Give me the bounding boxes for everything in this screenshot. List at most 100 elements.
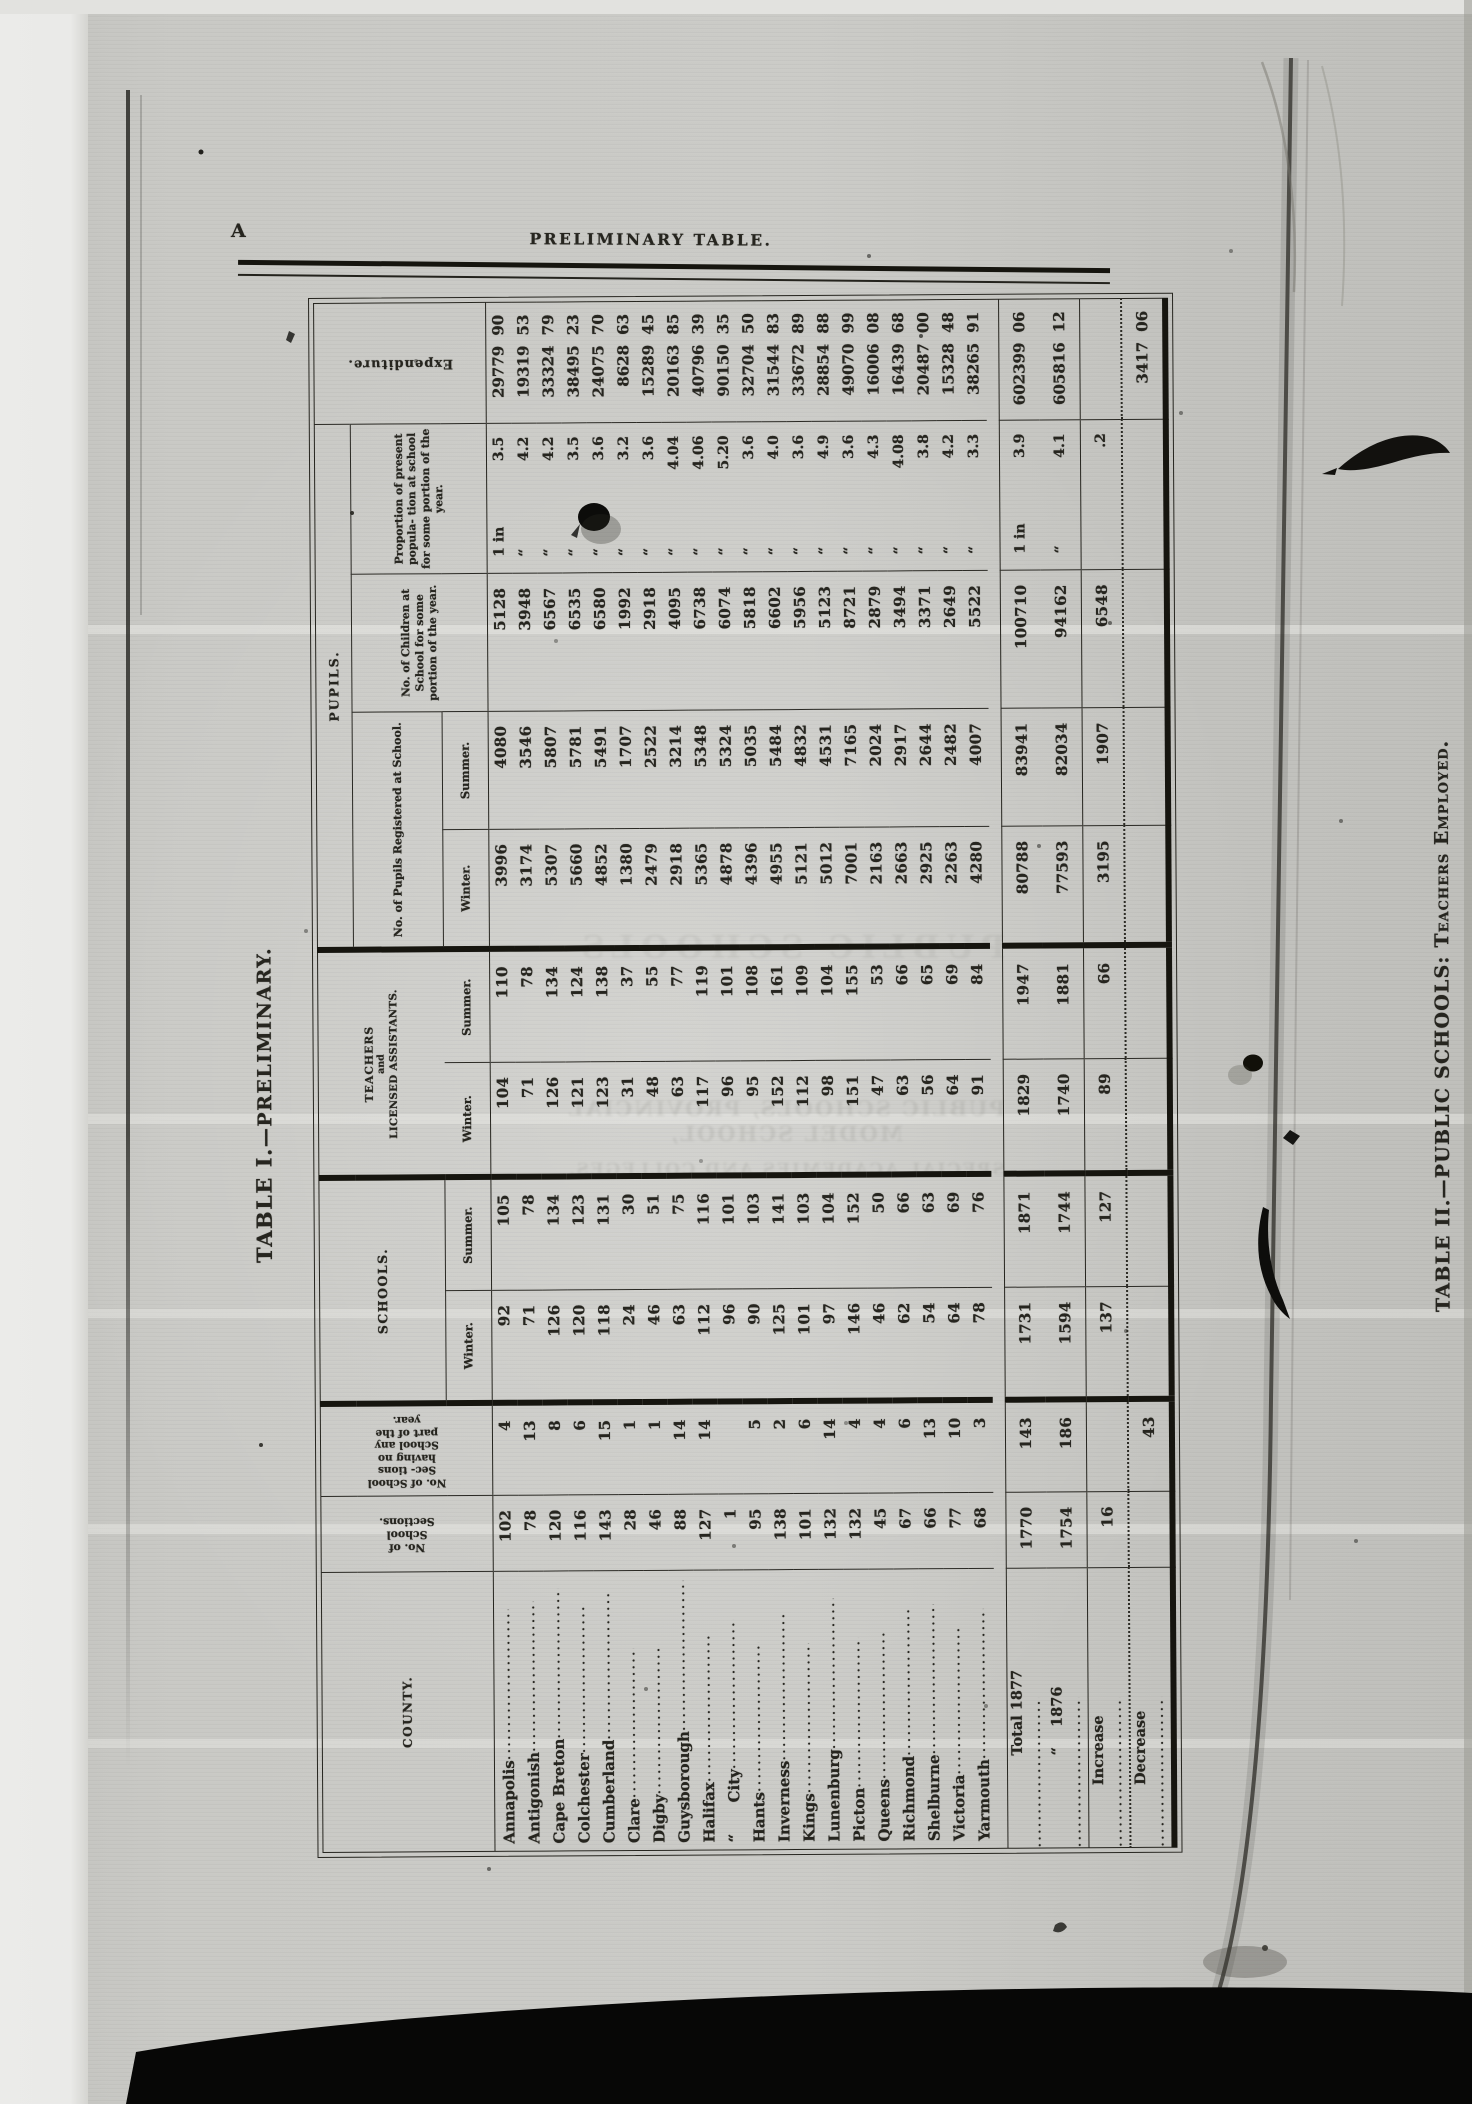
county-cell: Cape Breton bbox=[543, 1571, 570, 1851]
expenditure-cell: 15289 45 bbox=[635, 301, 662, 423]
expenditure-cell: 33672 89 bbox=[785, 300, 812, 422]
proportion-cell: “3.8 bbox=[911, 420, 938, 571]
teachers-summer-cell: 53 bbox=[864, 946, 891, 1061]
pupils-summer-cell: 2482 bbox=[938, 708, 964, 827]
schools-summer-cell bbox=[1126, 1173, 1172, 1287]
schools-winter-cell: 101 bbox=[791, 1288, 818, 1402]
pupils-summer-cell: 4832 bbox=[788, 709, 814, 828]
schools-winter-cell: 24 bbox=[616, 1289, 643, 1403]
pupils-summer-cell: 4531 bbox=[813, 709, 839, 828]
sections-cell: 1770 bbox=[1005, 1492, 1047, 1569]
sections-cell: 28 bbox=[617, 1494, 644, 1571]
pupils-winter-cell: 7001 bbox=[838, 827, 865, 948]
county-cell: Kings bbox=[793, 1569, 820, 1849]
schools-winter-cell: 62 bbox=[891, 1287, 918, 1401]
county-cell: Increase bbox=[1087, 1567, 1131, 1848]
teachers-winter-cell bbox=[1125, 1058, 1171, 1174]
schools-winter-cell: 90 bbox=[741, 1288, 768, 1402]
teachers-summer-cell: 155 bbox=[839, 947, 866, 1061]
schools-winter-cell: 78 bbox=[966, 1287, 993, 1401]
leader-dots bbox=[1026, 1698, 1045, 1848]
pupils-winter-cell: 5121 bbox=[788, 827, 815, 948]
sections-cell: 95 bbox=[742, 1493, 769, 1570]
county-cell: Picton bbox=[843, 1569, 870, 1849]
pupils-summer-cell: 5807 bbox=[538, 710, 564, 830]
children-cell: 3494 bbox=[887, 570, 914, 709]
table2-title-rest: —PUBLIC SCHOOLS: bbox=[1431, 947, 1455, 1199]
teachers-winter-cell: 96 bbox=[715, 1060, 741, 1177]
proportion-header: Proportion of present popula- tion at sc… bbox=[350, 423, 488, 575]
table-body: Annapolis 102 4 92 105 104 110 3996 4080… bbox=[485, 298, 1175, 1851]
county-cell: Hants bbox=[743, 1570, 770, 1850]
pupils-winter-cell: 4878 bbox=[713, 827, 740, 949]
pupils-winter-cell: 5365 bbox=[688, 828, 715, 949]
children-cell: 5956 bbox=[787, 571, 814, 710]
no-school-cell: 2 bbox=[767, 1401, 793, 1494]
expenditure-cell bbox=[1079, 298, 1122, 420]
teachers-winter-cell: 104 bbox=[490, 1062, 516, 1178]
schools-winter-cell: 118 bbox=[591, 1289, 618, 1403]
schools-winter-cell: 146 bbox=[841, 1288, 868, 1402]
children-cell: 6548 bbox=[1081, 569, 1124, 708]
sections-cell: 66 bbox=[917, 1492, 944, 1569]
children-cell: 5123 bbox=[812, 571, 839, 710]
leader-dots bbox=[645, 1644, 664, 1794]
sections-cell: 16 bbox=[1086, 1491, 1129, 1568]
pupils-summer-cell: 4080 bbox=[488, 711, 514, 830]
no-school-cell: 1 bbox=[617, 1402, 643, 1495]
county-cell: Decrease bbox=[1128, 1567, 1175, 1848]
children-cell: 3948 bbox=[512, 573, 539, 712]
teachers-winter-cell: 71 bbox=[515, 1062, 541, 1178]
schools-summer-cell: 78 bbox=[515, 1177, 542, 1291]
pupils-winter-cell: 80788 bbox=[1001, 826, 1043, 947]
expenditure-cell: 38495 23 bbox=[560, 301, 587, 423]
county-cell: Guysborough bbox=[668, 1570, 695, 1850]
schools-summer-cell: 134 bbox=[540, 1176, 567, 1291]
teachers-winter-cell: 152 bbox=[765, 1060, 791, 1176]
no-school-cell: 14 bbox=[692, 1402, 718, 1495]
schools-summer-cell: 50 bbox=[865, 1174, 892, 1289]
page-signature-letter: A bbox=[231, 220, 246, 242]
teachers-summer-cell: 161 bbox=[764, 947, 791, 1061]
pupils-winter-cell: 2925 bbox=[913, 826, 940, 947]
children-cell: 3371 bbox=[912, 570, 939, 709]
schools-summer-cell: 69 bbox=[940, 1174, 967, 1288]
teachers-summer-cell: 37 bbox=[614, 948, 641, 1062]
pupils-winter-cell: 2263 bbox=[938, 826, 965, 947]
leader-dots bbox=[495, 1610, 514, 1760]
pupils-winter-cell: 5012 bbox=[813, 827, 840, 948]
expenditure-cell: 16439 68 bbox=[885, 299, 912, 421]
no-school-cell bbox=[1086, 1399, 1129, 1492]
proportion-cell: “4.04 bbox=[661, 422, 688, 573]
leader-dots bbox=[720, 1619, 739, 1769]
children-cell: 6567 bbox=[537, 572, 564, 712]
schools-winter-cell: 46 bbox=[641, 1289, 668, 1403]
pupils-summer-cell: 7165 bbox=[838, 709, 864, 828]
expenditure-cell: 31544 83 bbox=[760, 300, 787, 422]
schools-summer-cell: 152 bbox=[840, 1175, 867, 1289]
sections-cell: 132 bbox=[817, 1493, 844, 1570]
children-cell: 1992 bbox=[612, 572, 639, 711]
proportion-cell: “3.2 bbox=[611, 422, 638, 573]
teachers-header-line3: LICENSED ASSISTANTS. bbox=[387, 989, 401, 1139]
expenditure-cell: 602399 06 bbox=[998, 298, 1040, 421]
schools-group-header: SCHOOLS. bbox=[318, 1177, 447, 1405]
sections-cell: 1754 bbox=[1046, 1491, 1088, 1569]
page-edge-line-faint bbox=[140, 95, 142, 615]
proportion-cell: “4.2 bbox=[536, 422, 563, 574]
table1-title: TABLE I.—PRELIMINARY. bbox=[250, 876, 294, 1334]
children-cell: 5128 bbox=[487, 573, 514, 712]
expenditure-cell: 3417 06 bbox=[1121, 298, 1166, 420]
pupils-winter-cell: 3195 bbox=[1082, 825, 1125, 946]
leader-dots bbox=[895, 1606, 914, 1756]
pupils-summer-cell bbox=[1123, 707, 1169, 826]
county-cell: Yarmouth bbox=[968, 1568, 995, 1848]
teachers-winter-cell: 56 bbox=[915, 1059, 941, 1175]
pupils-winter-cell: 1380 bbox=[613, 828, 640, 949]
no-school-cell: 4 bbox=[492, 1403, 518, 1496]
teachers-winter-cell: 48 bbox=[640, 1061, 666, 1177]
teachers-winter-cell: 151 bbox=[840, 1060, 866, 1176]
table-header: COUNTY. No. of School Sections. No. of S… bbox=[313, 302, 496, 1853]
schools-winter-cell: 120 bbox=[566, 1289, 593, 1403]
